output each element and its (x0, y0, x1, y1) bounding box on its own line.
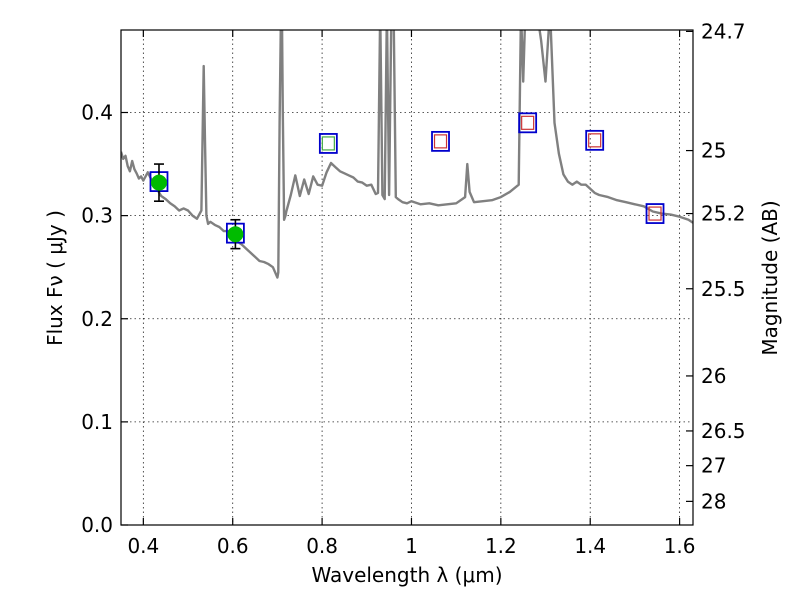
grid (121, 30, 693, 526)
predicted-flux-marker (588, 133, 602, 148)
predicted-flux-marker (321, 136, 335, 151)
x-axis-title: Wavelength λ (μm) (311, 563, 502, 587)
x-tick-label: 1.4 (574, 534, 606, 558)
y2-axis-title: Magnitude (AB) (758, 200, 782, 355)
y2-tick-label: 26.5 (701, 419, 746, 443)
predicted-flux-marker (521, 115, 535, 130)
x-tick-label: 1 (405, 534, 418, 558)
y2-tick-label: 25.5 (701, 277, 746, 301)
model-flux-box (518, 112, 538, 134)
y-tick-label: 0.3 (81, 204, 113, 228)
y-tick-label: 0.0 (81, 513, 113, 537)
y-tick-label: 0.4 (81, 101, 113, 125)
y2-tick-label: 28 (701, 489, 726, 513)
x-tick-label: 0.4 (127, 534, 159, 558)
model-flux-box (645, 203, 665, 224)
plot-frame (120, 29, 694, 526)
y2-tick-label: 27 (701, 454, 726, 478)
observed-flux-point (150, 174, 167, 191)
x-tick-label: 0.6 (217, 534, 249, 558)
model-flux-box (431, 130, 450, 152)
spectrum-line (121, 30, 693, 279)
plot-area (121, 30, 693, 279)
x-tick-label: 1.6 (664, 534, 696, 558)
axis-ticks (121, 30, 693, 526)
predicted-flux-marker (433, 134, 448, 149)
model-flux-box (585, 129, 605, 151)
x-tick-label: 0.8 (306, 534, 338, 558)
tick-labels: 0.4 0.6 0.8 1 1.2 1.4 1.6 0.0 0.1 0.2 0.3 0.4 24.7 25… (81, 19, 745, 558)
model-flux-box (318, 133, 338, 154)
y2-tick-label: 25.2 (701, 202, 746, 226)
y-tick-label: 0.2 (81, 307, 113, 331)
predicted-flux-marker (648, 206, 662, 221)
x-tick-label: 1.2 (485, 534, 517, 558)
observed-flux-point (227, 226, 244, 243)
photometry-points (149, 112, 665, 250)
y-tick-label: 0.1 (81, 410, 113, 434)
y-axis-title: Flux Fν ( μJy ) (43, 210, 67, 346)
y2-tick-label: 24.7 (701, 19, 746, 43)
y2-tick-label: 26 (701, 364, 726, 388)
y2-tick-label: 25 (701, 139, 726, 163)
